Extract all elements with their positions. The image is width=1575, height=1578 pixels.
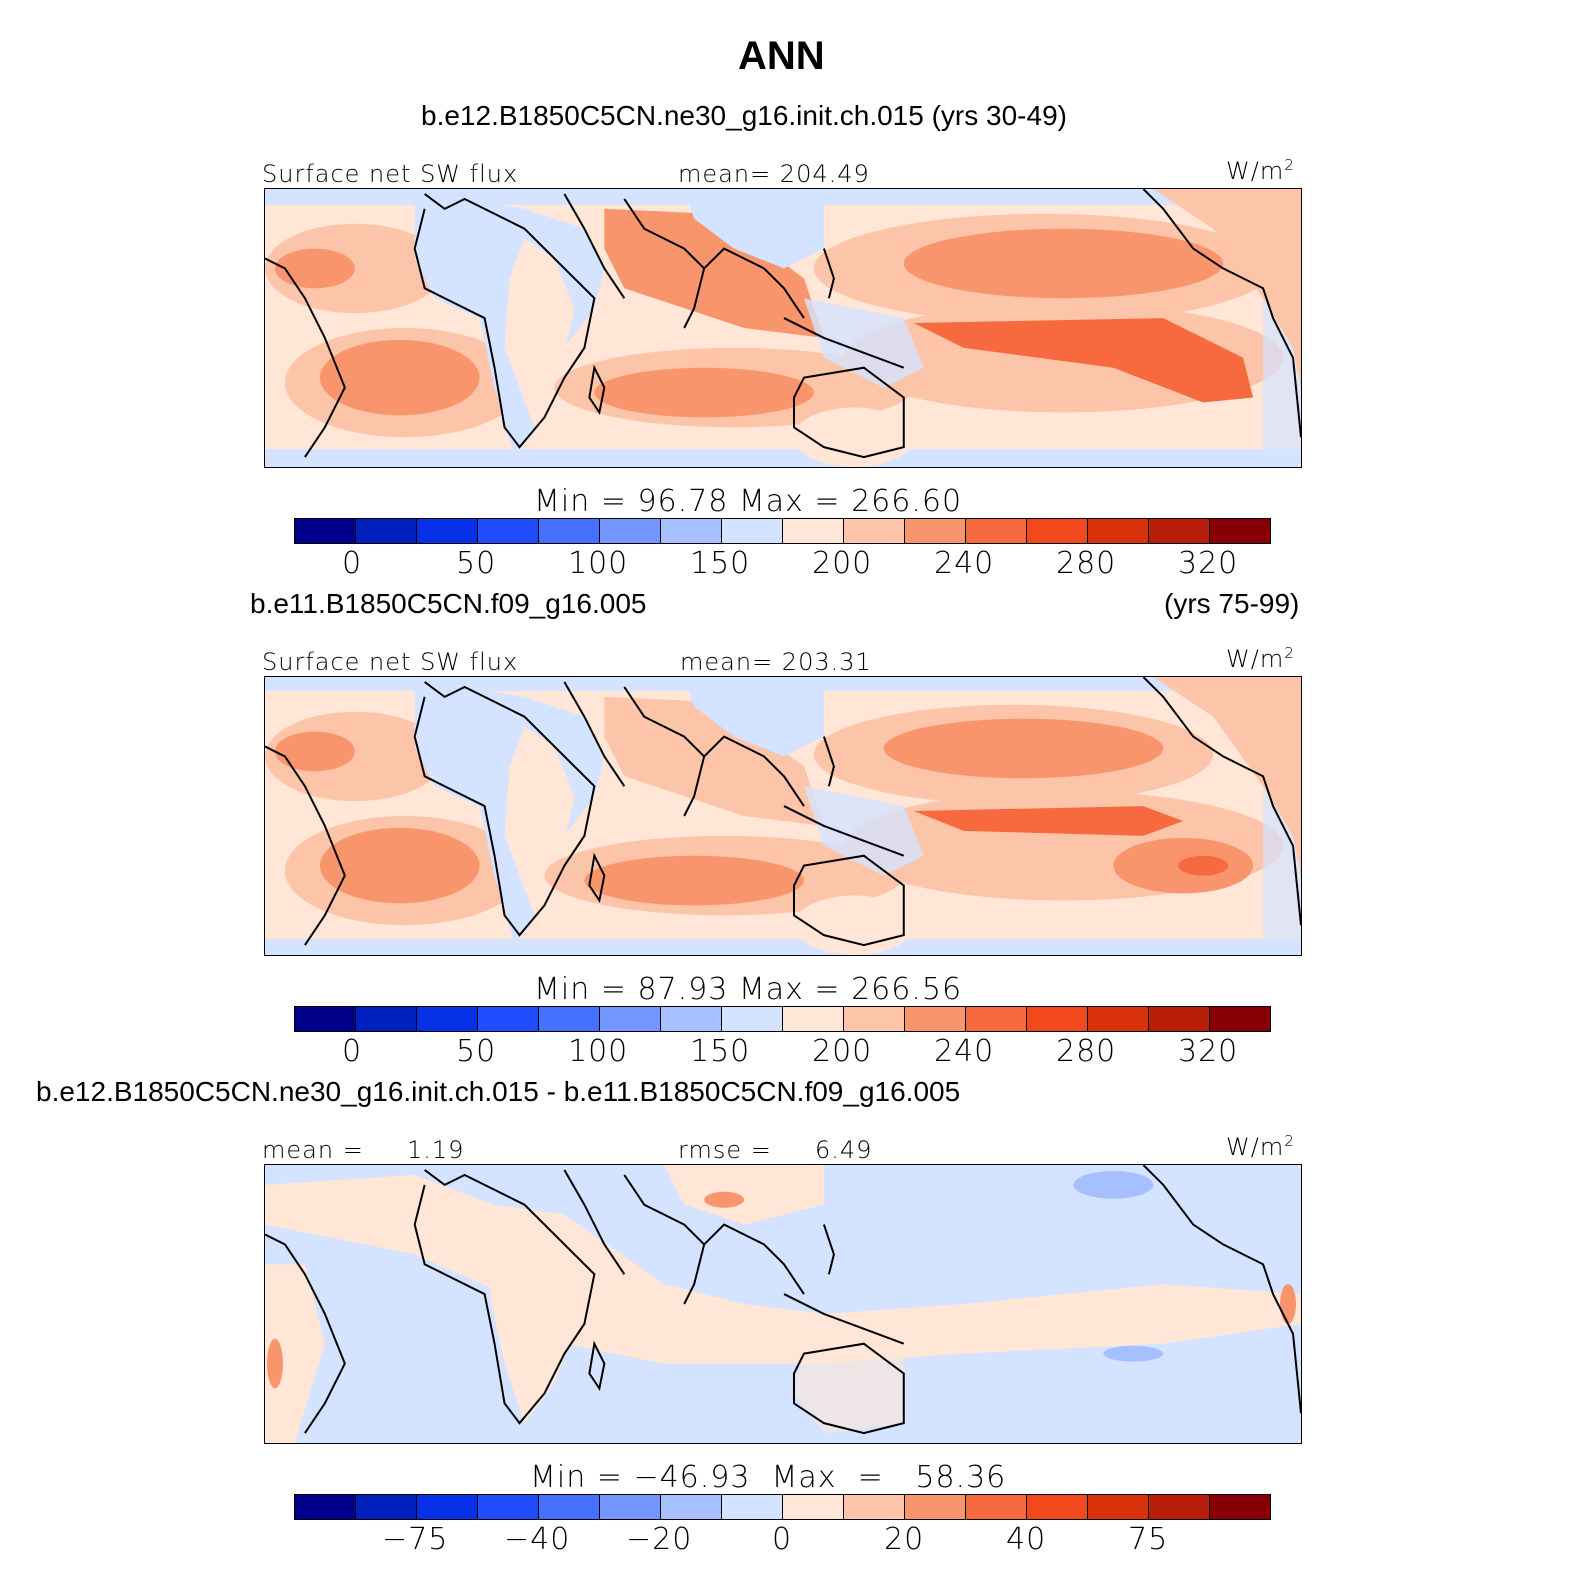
colorbar-tick: 20 — [884, 1522, 925, 1557]
panel3-unit-label: W/m2 — [1226, 1132, 1295, 1161]
colorbar-tick: 240 — [934, 546, 995, 581]
panel2-years: (yrs 75-99) — [1164, 588, 1300, 619]
colorbar-tick: −40 — [504, 1522, 571, 1557]
colorbar-cell — [722, 1007, 783, 1031]
colorbar-cell — [600, 1495, 661, 1519]
panel1-unit-label: W/m2 — [1226, 156, 1295, 185]
colorbar-cell — [1027, 519, 1088, 543]
colorbar-tick: 320 — [1178, 1034, 1239, 1069]
colorbar-tick: 0 — [342, 546, 363, 581]
colorbar-tick: 200 — [812, 1034, 873, 1069]
colorbar-tick: 150 — [690, 546, 751, 581]
colorbar-tick: 200 — [812, 546, 873, 581]
colorbar-cell — [722, 1495, 783, 1519]
colorbar-cell — [478, 519, 539, 543]
panel2-variable-label: Surface net SW flux — [262, 648, 519, 676]
colorbar-cell — [539, 1007, 600, 1031]
colorbar-cell — [600, 1007, 661, 1031]
page-title: ANN — [738, 34, 825, 78]
colorbar-cell — [356, 519, 417, 543]
colorbar-tick: 280 — [1056, 1034, 1117, 1069]
colorbar-cell — [600, 519, 661, 543]
colorbar-cell — [661, 519, 722, 543]
colorbar-tick: 320 — [1178, 546, 1239, 581]
colorbar-tick: 75 — [1128, 1522, 1169, 1557]
panel2-minmax: Min = 87.93 Max = 266.56 — [534, 972, 963, 1007]
panel1-minmax: Min = 96.78 Max = 266.60 — [534, 484, 963, 519]
colorbar-cell — [844, 1495, 905, 1519]
colorbar-cell — [1027, 1495, 1088, 1519]
colorbar-cell — [966, 1007, 1027, 1031]
panel1-variable-label: Surface net SW flux — [262, 160, 519, 188]
panel2-map — [264, 676, 1302, 956]
colorbar-cell — [783, 519, 844, 543]
panel1-colorbar — [294, 518, 1271, 544]
colorbar-tick: 0 — [772, 1522, 793, 1557]
colorbar-cell — [661, 1007, 722, 1031]
colorbar-cell — [966, 519, 1027, 543]
colorbar-tick: 280 — [1056, 546, 1117, 581]
panel3-map — [264, 1164, 1302, 1444]
colorbar-tick: 150 — [690, 1034, 751, 1069]
colorbar-cell — [295, 1007, 356, 1031]
colorbar-cell — [539, 519, 600, 543]
colorbar-cell — [295, 1495, 356, 1519]
colorbar-cell — [295, 519, 356, 543]
panel2-case-title: b.e11.B1850C5CN.f09_g16.005 — [250, 588, 647, 619]
colorbar-tick: −75 — [382, 1522, 449, 1557]
colorbar-cell — [844, 519, 905, 543]
panel2-colorbar — [294, 1006, 1271, 1032]
colorbar-cell — [417, 519, 478, 543]
colorbar-cell — [1210, 1007, 1270, 1031]
colorbar-cell — [1210, 1495, 1270, 1519]
panel2-mean-label: mean= 203.31 — [680, 648, 872, 676]
colorbar-cell — [1149, 1007, 1210, 1031]
colorbar-cell — [356, 1495, 417, 1519]
panel3-mean-label: mean = 1.19 — [262, 1136, 465, 1164]
colorbar-cell — [1088, 519, 1149, 543]
colorbar-tick: 50 — [456, 1034, 497, 1069]
colorbar-tick: 100 — [568, 1034, 629, 1069]
colorbar-cell — [844, 1007, 905, 1031]
panel3-rmse-label: rmse = 6.49 — [678, 1136, 873, 1164]
colorbar-cell — [1149, 519, 1210, 543]
panel2-unit-label: W/m2 — [1226, 644, 1295, 673]
colorbar-cell — [966, 1495, 1027, 1519]
colorbar-cell — [417, 1007, 478, 1031]
colorbar-cell — [783, 1495, 844, 1519]
colorbar-cell — [1210, 519, 1270, 543]
colorbar-cell — [1027, 1007, 1088, 1031]
panel3-colorbar — [294, 1494, 1271, 1520]
colorbar-cell — [661, 1495, 722, 1519]
panel1-case-title: b.e12.B1850C5CN.ne30_g16.init.ch.015 (yr… — [421, 100, 1067, 131]
colorbar-cell — [478, 1495, 539, 1519]
colorbar-cell — [1088, 1495, 1149, 1519]
colorbar-tick: 50 — [456, 546, 497, 581]
colorbar-cell — [905, 519, 966, 543]
panel3-minmax: Min = −46.93 Max = 58.36 — [530, 1460, 1007, 1495]
colorbar-cell — [356, 1007, 417, 1031]
colorbar-cell — [539, 1495, 600, 1519]
colorbar-cell — [783, 1007, 844, 1031]
colorbar-cell — [722, 519, 783, 543]
colorbar-tick: −20 — [626, 1522, 693, 1557]
colorbar-cell — [1088, 1007, 1149, 1031]
colorbar-cell — [905, 1007, 966, 1031]
colorbar-tick: 40 — [1006, 1522, 1047, 1557]
panel1-map — [264, 188, 1302, 468]
colorbar-cell — [417, 1495, 478, 1519]
panel3-case-title: b.e12.B1850C5CN.ne30_g16.init.ch.015 - b… — [36, 1076, 961, 1107]
colorbar-cell — [905, 1495, 966, 1519]
panel1-mean-label: mean= 204.49 — [678, 160, 870, 188]
colorbar-tick: 100 — [568, 546, 629, 581]
colorbar-cell — [478, 1007, 539, 1031]
colorbar-tick: 240 — [934, 1034, 995, 1069]
colorbar-cell — [1149, 1495, 1210, 1519]
colorbar-tick: 0 — [342, 1034, 363, 1069]
